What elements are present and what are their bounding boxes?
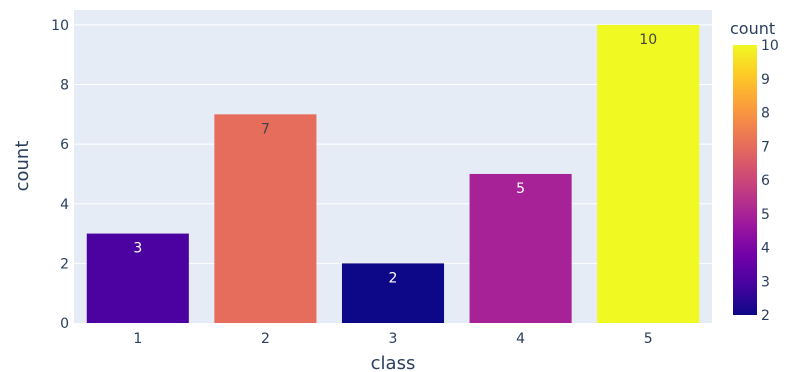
colorbar-tick-label: 5 [761, 207, 770, 223]
colorbar-tick-label: 8 [761, 106, 770, 122]
x-tick-label: 4 [516, 331, 525, 347]
x-tick-label: 1 [133, 331, 142, 347]
x-tick-label: 2 [261, 331, 270, 347]
y-tick-label: 2 [60, 256, 69, 272]
colorbar-title: count [730, 19, 775, 38]
bar [341, 263, 445, 323]
colorbar-tick-label: 4 [761, 241, 770, 257]
y-tick-label: 10 [51, 18, 69, 34]
x-tick-label: 5 [644, 331, 653, 347]
bar [469, 173, 572, 323]
bar [86, 233, 189, 323]
colorbar-tick-label: 3 [761, 274, 770, 290]
y-tick-label: 6 [60, 137, 69, 153]
colorbar-tick-label: 9 [761, 72, 770, 88]
y-axis-ticks: 0 2 4 6 8 10 [51, 18, 69, 332]
y-tick-label: 4 [60, 197, 69, 213]
y-tick-label: 8 [60, 78, 69, 94]
bar-value-label: 5 [516, 181, 525, 197]
colorbar-tick-label: 2 [761, 308, 770, 324]
y-tick-label: 0 [60, 316, 69, 332]
x-tick-label: 3 [389, 331, 398, 347]
colorbar-gradient [733, 45, 757, 315]
bars [86, 24, 700, 324]
bar-labels: 3 7 2 5 10 [133, 32, 657, 286]
bar [597, 24, 700, 324]
colorbar-tick-label: 6 [761, 173, 770, 189]
bar-value-label: 7 [261, 121, 270, 137]
x-axis-ticks: 1 2 3 4 5 [133, 331, 652, 347]
bar-value-label: 2 [389, 270, 398, 286]
colorbar-tick-label: 7 [761, 139, 770, 155]
x-axis-title: class [371, 353, 416, 372]
colorbar: count 2 3 4 5 6 7 8 9 10 [730, 19, 779, 324]
colorbar-ticks: 2 3 4 5 6 7 8 9 10 [761, 38, 779, 324]
bar [214, 114, 317, 323]
bar-value-label: 3 [133, 241, 142, 257]
y-axis-title: count [12, 141, 33, 192]
colorbar-tick-label: 10 [761, 38, 779, 54]
bar-value-label: 10 [639, 32, 657, 48]
